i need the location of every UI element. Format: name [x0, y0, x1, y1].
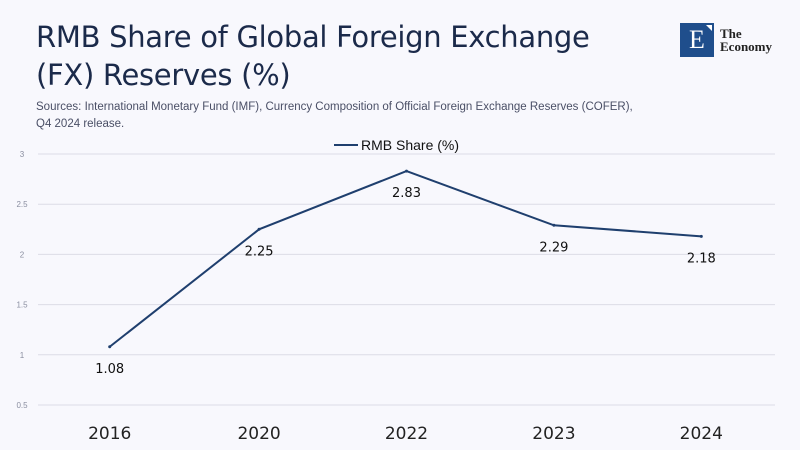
x-tick-label: 2016: [88, 424, 131, 444]
y-tick-label: 1: [20, 351, 25, 360]
legend-label: RMB Share (%): [361, 137, 459, 153]
data-label: 2.29: [539, 240, 568, 255]
logo-line1: The: [720, 26, 742, 41]
x-tick-label: 2020: [237, 424, 280, 444]
logo-mark: E: [680, 23, 714, 57]
data-label: 1.08: [95, 362, 124, 377]
data-point: [699, 234, 703, 238]
y-tick-label: 2.5: [16, 200, 28, 209]
x-tick-label: 2022: [385, 424, 428, 444]
legend: RMB Share (%): [334, 137, 459, 153]
y-tick-label: 3: [20, 150, 25, 159]
data-point: [552, 223, 556, 227]
x-tick-label: 2024: [680, 424, 723, 444]
x-tick-label: 2023: [532, 424, 575, 444]
data-label: 2.83: [392, 186, 421, 201]
logo-line2: Economy: [720, 39, 772, 54]
logo: E The Economy: [680, 23, 772, 57]
y-tick-label: 2: [20, 250, 25, 259]
data-point: [257, 227, 261, 231]
chart-title: RMB Share of Global Foreign Exchange (FX…: [36, 20, 590, 92]
data-point: [405, 169, 408, 173]
y-tick-label: 0.5: [16, 401, 28, 410]
data-label: 2.18: [687, 251, 716, 266]
y-tick-label: 1.5: [16, 301, 28, 310]
data-label: 2.25: [245, 244, 274, 259]
data-point: [108, 345, 112, 349]
sources-note: Sources: International Monetary Fund (IM…: [36, 101, 633, 130]
logo-text: The Economy: [720, 27, 772, 53]
